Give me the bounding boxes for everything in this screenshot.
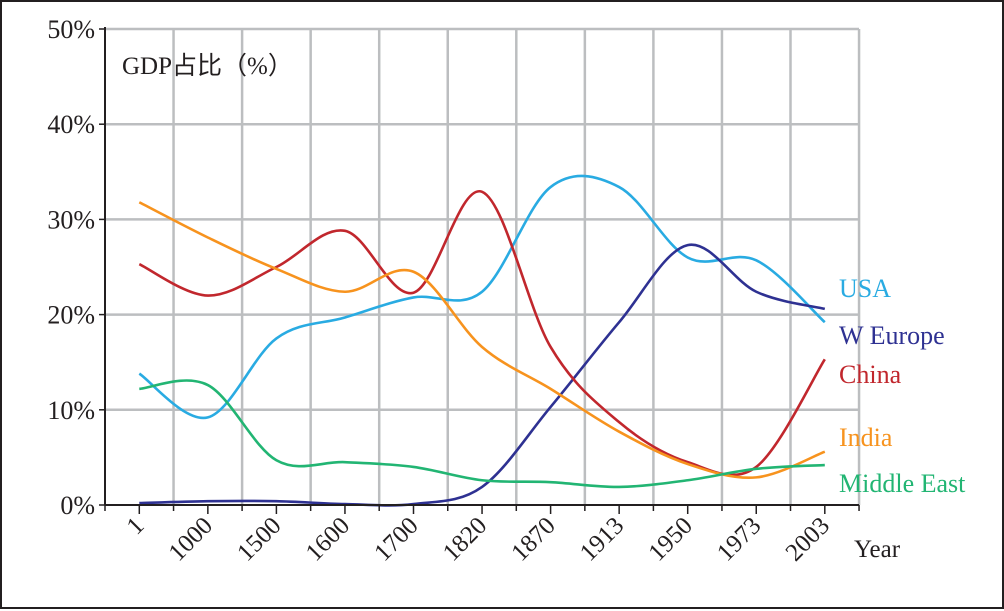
x-tick-label: 1913: [575, 512, 629, 566]
y-tick-label: 30%: [47, 205, 95, 234]
y-tick-label: 50%: [47, 15, 95, 44]
chart-title: GDP占比（%）: [122, 52, 293, 80]
x-tick-label: 1820: [438, 512, 492, 566]
series-lines: [138, 174, 826, 507]
y-tick-label: 40%: [47, 110, 95, 139]
x-tick-label: 2003: [781, 512, 835, 566]
legend-label-india: India: [839, 423, 893, 452]
legend: USA W Europe China India Middle East: [839, 274, 966, 498]
series-line-usa: [138, 174, 826, 420]
x-tick-label: 1870: [506, 512, 560, 566]
x-tick-label: 1: [122, 512, 150, 540]
x-tick-label: 1600: [301, 512, 355, 566]
y-tick-label: 10%: [47, 396, 95, 425]
legend-label-w-europe: W Europe: [839, 321, 945, 350]
y-tick-label: 0%: [60, 491, 95, 520]
legend-label-china: China: [839, 360, 902, 389]
series-line-india: [138, 201, 826, 480]
series-line-w-europe: [139, 243, 826, 507]
series-line-middle-east: [139, 379, 825, 489]
legend-label-usa: USA: [839, 274, 891, 303]
legend-label-middle-east: Middle East: [839, 469, 966, 498]
x-axis-label: Year: [854, 536, 901, 563]
x-tick-label: 1950: [643, 512, 697, 566]
x-tick-label: 1700: [369, 512, 423, 566]
grid: [105, 27, 861, 505]
x-tick-label: 1000: [164, 512, 218, 566]
x-tick-label: 1973: [712, 512, 766, 566]
axes: 0% 10% 20% 30% 40% 50% 1 1000 1500 1600 1700 1820 18…: [47, 15, 860, 567]
y-tick-label: 20%: [47, 301, 95, 330]
x-tick-label: 1500: [232, 512, 286, 566]
